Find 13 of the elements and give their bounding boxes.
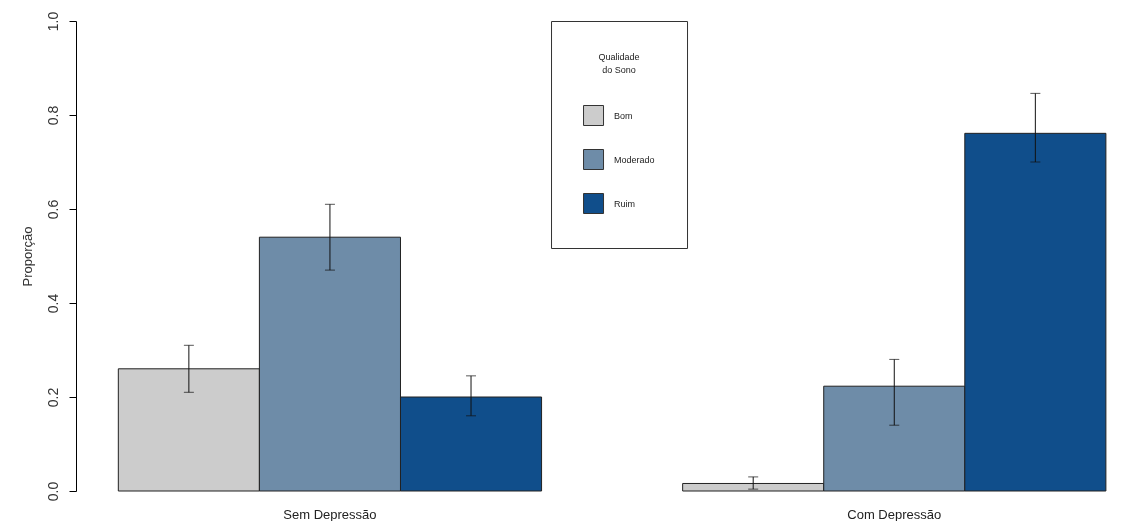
y-tick-label: 0.6 [44,199,61,220]
x-tick-label: Com Depressão [847,506,942,522]
y-tick-label: 0.0 [44,481,61,502]
x-tick-label: Sem Depressão [283,506,377,522]
legend-label: Moderado [614,154,655,165]
legend-label: Ruim [614,198,636,209]
legend-title: Qualidade do Sono [598,52,640,75]
legend-label: Bom [614,110,633,121]
y-tick-label: 0.8 [44,105,61,126]
y-tick-label: 1.0 [44,11,61,32]
y-tick-label: 0.4 [44,293,61,314]
y-axis-title: Proporção [19,226,35,287]
y-tick-label: 0.2 [44,387,61,408]
